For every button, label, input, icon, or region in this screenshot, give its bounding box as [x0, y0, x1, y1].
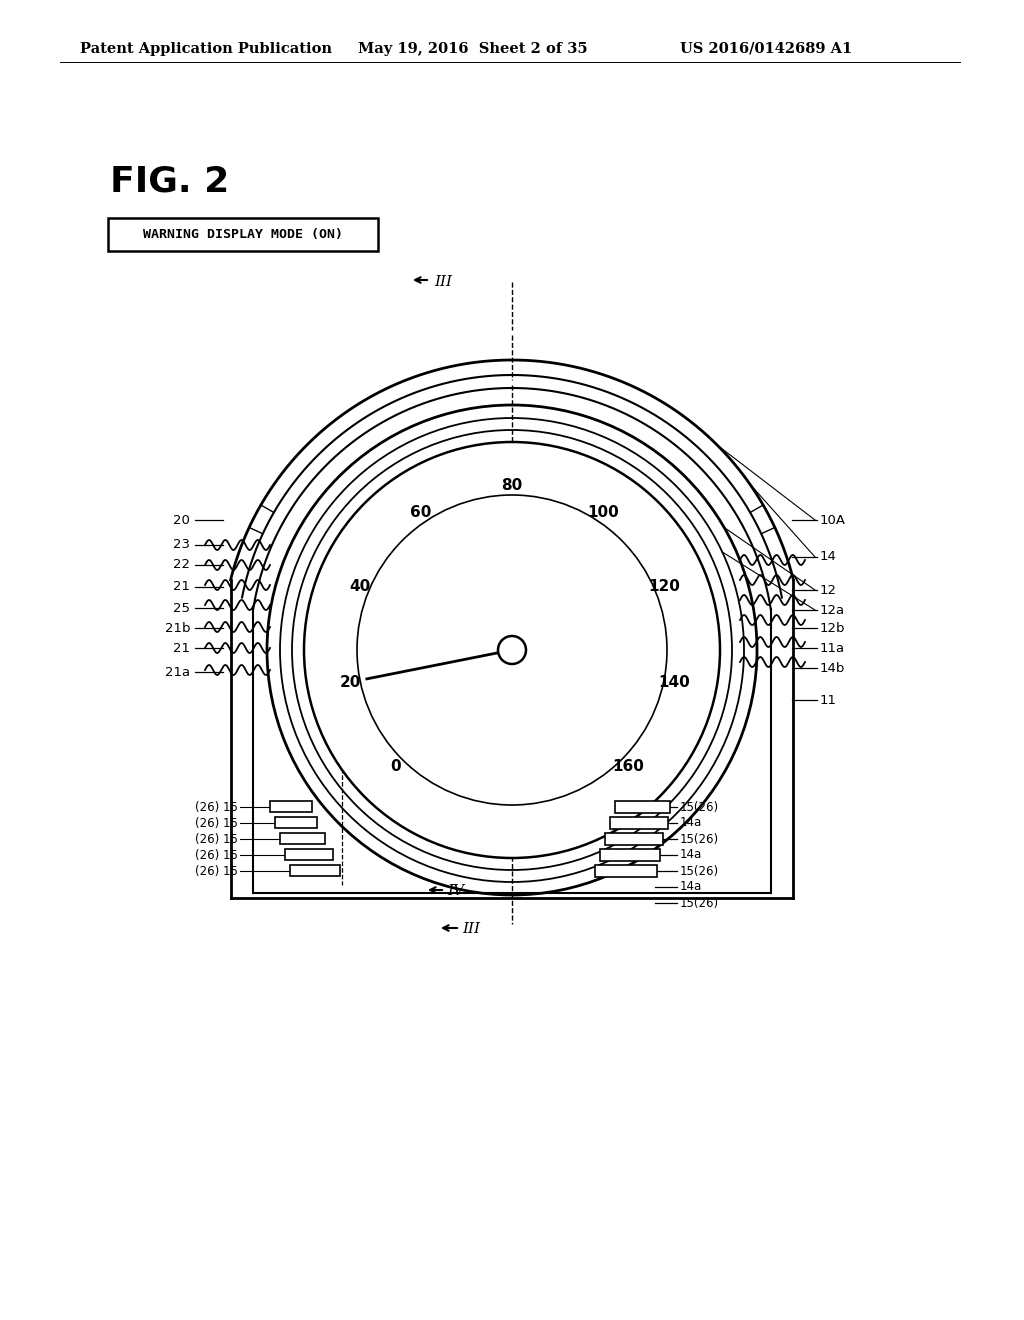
- Text: (26) 15: (26) 15: [196, 817, 238, 829]
- Bar: [290, 865, 340, 876]
- Text: 15(26): 15(26): [680, 896, 719, 909]
- Bar: [270, 801, 312, 812]
- Text: 12b: 12b: [820, 622, 846, 635]
- Text: Patent Application Publication: Patent Application Publication: [80, 42, 332, 55]
- Text: 11: 11: [820, 693, 837, 706]
- Text: 25: 25: [173, 602, 190, 615]
- Text: 22: 22: [173, 558, 190, 572]
- Text: 14a: 14a: [680, 817, 702, 829]
- Bar: [610, 817, 668, 829]
- Text: 15(26): 15(26): [680, 833, 719, 846]
- Circle shape: [498, 636, 526, 664]
- Text: 11a: 11a: [820, 642, 845, 655]
- Text: 60: 60: [410, 506, 431, 520]
- Text: 20: 20: [173, 513, 190, 527]
- Text: 160: 160: [612, 759, 645, 774]
- Bar: [605, 833, 663, 845]
- Text: 14a: 14a: [680, 849, 702, 862]
- Text: 21: 21: [173, 642, 190, 655]
- Bar: [108, 218, 378, 251]
- Text: 14: 14: [820, 550, 837, 564]
- Text: IV: IV: [447, 884, 464, 898]
- Text: 0: 0: [390, 759, 400, 774]
- Text: III: III: [434, 275, 452, 289]
- Text: 12a: 12a: [820, 603, 845, 616]
- Text: FIG. 2: FIG. 2: [110, 165, 229, 199]
- Text: 15(26): 15(26): [680, 800, 719, 813]
- Text: 21b: 21b: [165, 622, 190, 635]
- Text: 40: 40: [349, 579, 371, 594]
- Text: 140: 140: [658, 675, 690, 689]
- Text: (26) 15: (26) 15: [196, 800, 238, 813]
- Text: 15(26): 15(26): [680, 865, 719, 878]
- Text: 14b: 14b: [820, 661, 846, 675]
- Text: (26) 15: (26) 15: [196, 849, 238, 862]
- Bar: [615, 801, 670, 813]
- Text: 21a: 21a: [165, 665, 190, 678]
- Text: WARNING DISPLAY MODE (ON): WARNING DISPLAY MODE (ON): [143, 228, 343, 242]
- Text: IV: IV: [364, 752, 380, 766]
- Bar: [275, 817, 317, 828]
- Bar: [285, 849, 333, 861]
- Bar: [600, 849, 660, 861]
- Text: May 19, 2016  Sheet 2 of 35: May 19, 2016 Sheet 2 of 35: [358, 42, 588, 55]
- Bar: [595, 865, 657, 876]
- Text: (26) 15: (26) 15: [196, 865, 238, 878]
- Text: 14a: 14a: [680, 880, 702, 894]
- Text: 12: 12: [820, 583, 837, 597]
- Text: 21: 21: [173, 581, 190, 594]
- Text: III: III: [462, 921, 480, 936]
- Text: (26) 15: (26) 15: [196, 833, 238, 846]
- Text: US 2016/0142689 A1: US 2016/0142689 A1: [680, 42, 852, 55]
- Text: 120: 120: [648, 579, 680, 594]
- Text: 10A: 10A: [820, 513, 846, 527]
- Text: 80: 80: [502, 478, 522, 492]
- Text: 23: 23: [173, 539, 190, 552]
- Circle shape: [304, 442, 720, 858]
- Text: 100: 100: [588, 506, 620, 520]
- Text: 20: 20: [340, 675, 360, 689]
- Bar: [280, 833, 325, 843]
